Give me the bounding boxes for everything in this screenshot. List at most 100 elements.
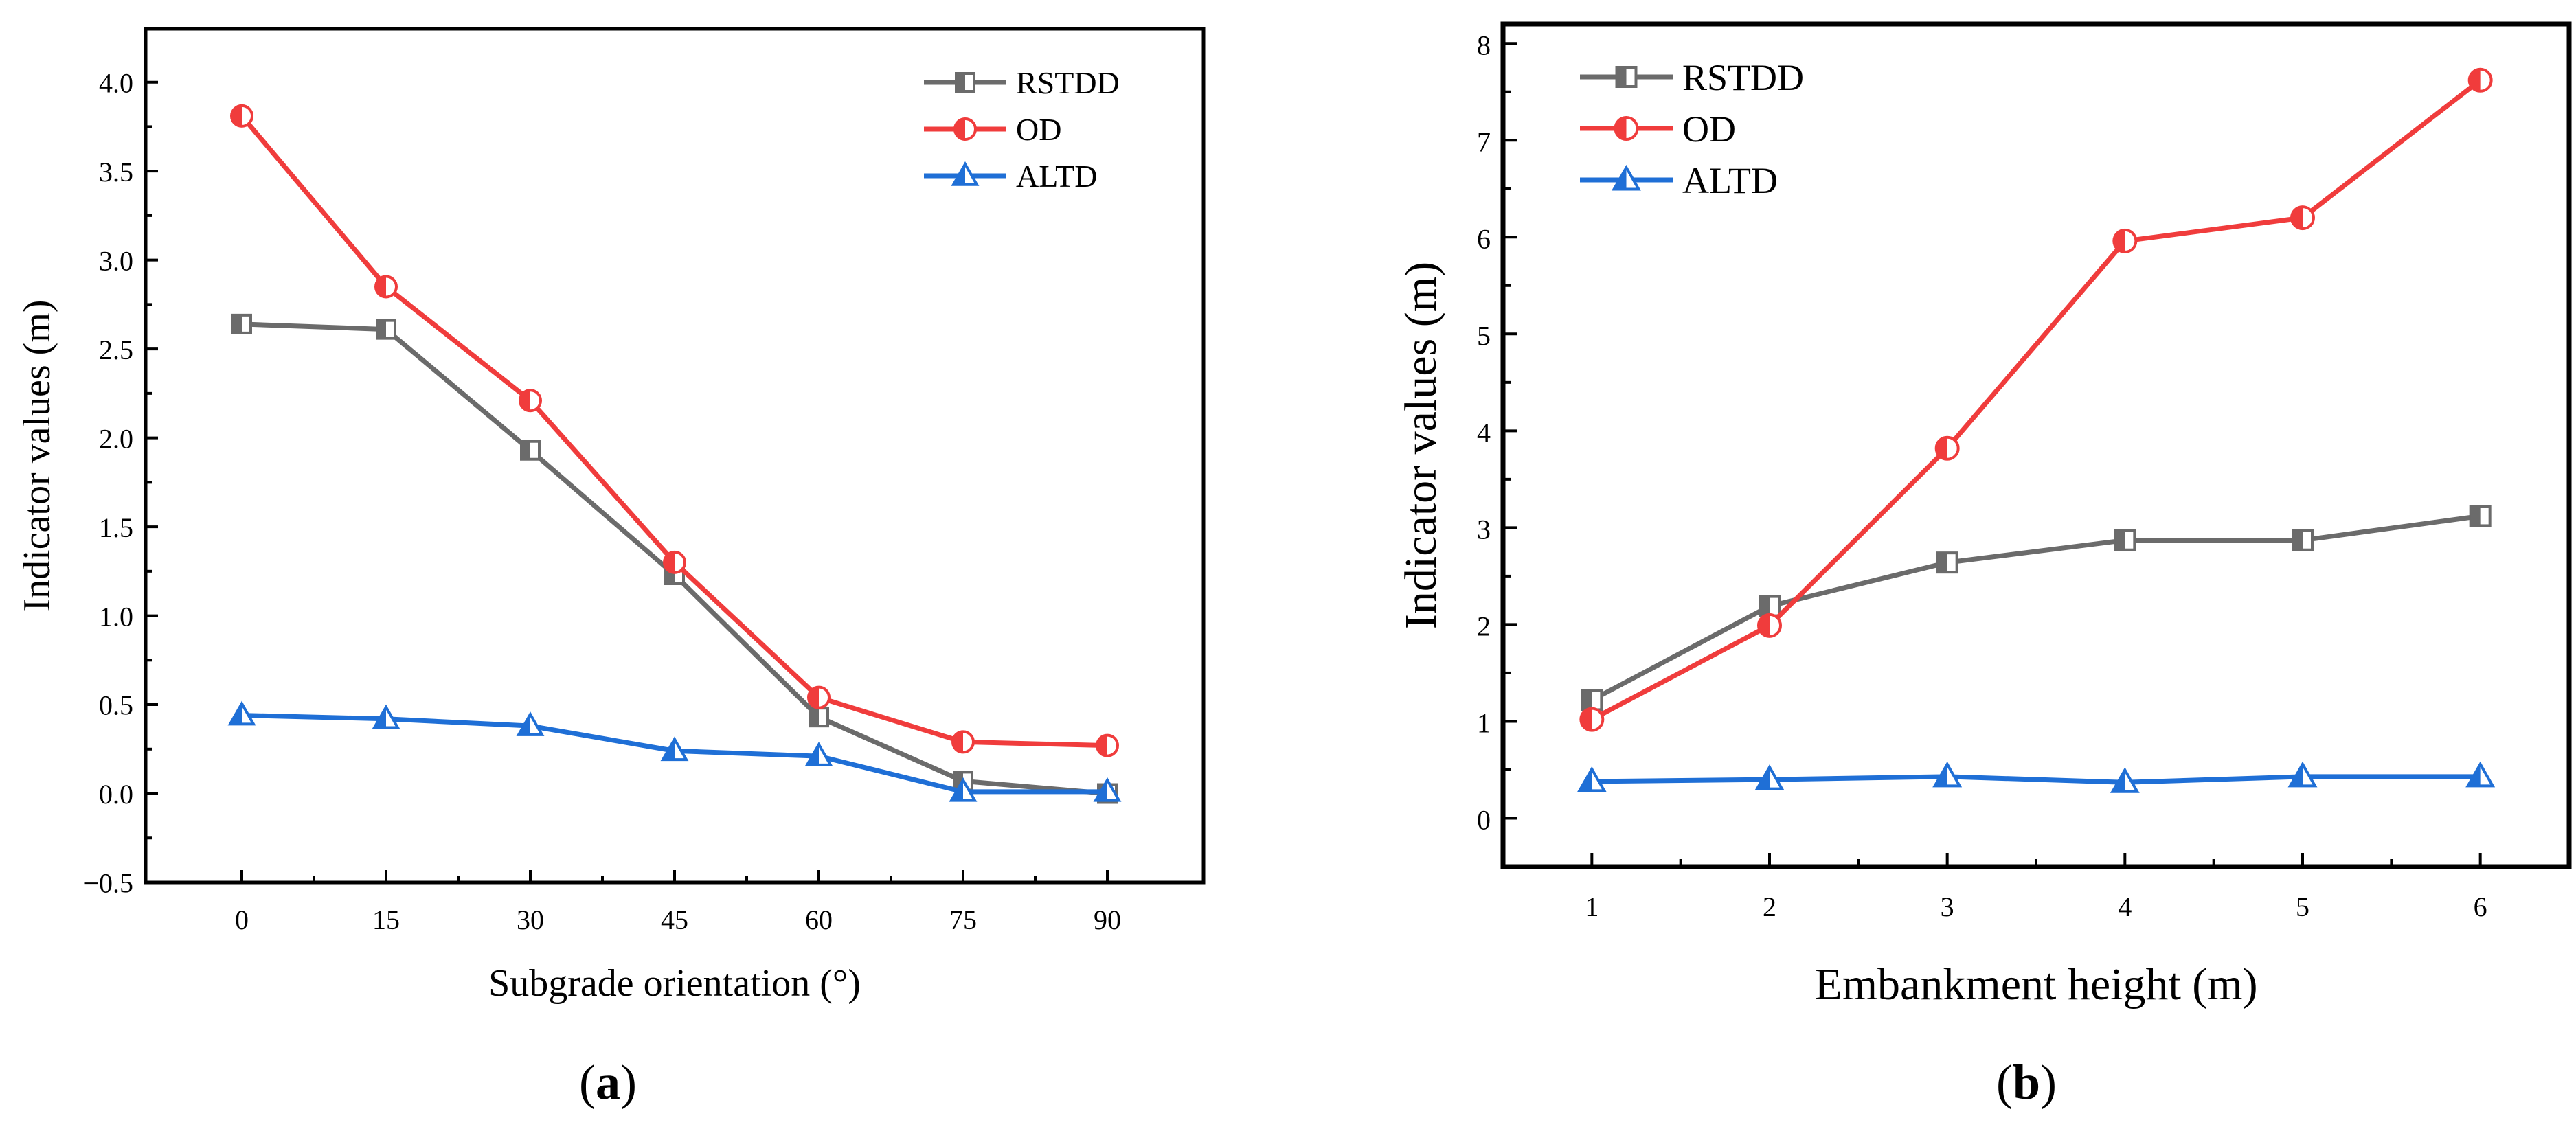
data-point-altd-fill [951, 779, 963, 801]
legend-marker-rstdd [1615, 66, 1638, 88]
data-point-altd [1093, 777, 1122, 802]
legend-label-od: OD [1016, 112, 1061, 147]
data-point-od-fill [953, 731, 963, 753]
legend-marker-altd-fill [1614, 168, 1627, 190]
data-point-od [2290, 205, 2315, 231]
x-tick-label: 6 [2474, 891, 2487, 922]
data-point-rstdd [376, 319, 396, 340]
y-tick-label: 7 [1477, 126, 1491, 157]
data-point-altd-fill [2467, 764, 2481, 786]
legend-label-altd: ALTD [1016, 159, 1097, 194]
x-tick-label: 3 [1941, 891, 1954, 922]
data-point-rstdd [1581, 689, 1603, 711]
data-point-od [1757, 613, 1782, 638]
data-point-od-fill [2469, 69, 2481, 91]
data-point-rstdd-fill [1760, 596, 1770, 616]
series-line-rstdd [1590, 513, 2481, 703]
legend-label-rstdd: RSTDD [1682, 57, 1804, 98]
data-point-altd [2465, 761, 2496, 788]
data-point-rstdd-fill [2470, 506, 2481, 526]
panel-label: (a) [579, 1055, 637, 1110]
legend-marker-rstdd-fill [1616, 67, 1627, 87]
y-tick-label: 8 [1477, 30, 1491, 60]
y-tick-label: 4.0 [99, 67, 133, 98]
data-point-rstdd-fill [1582, 690, 1592, 710]
legend-marker-altd [1612, 164, 1641, 191]
data-point-rstdd [1759, 595, 1781, 617]
data-point-od-fill [1581, 708, 1592, 731]
data-point-od-fill [1759, 614, 1770, 637]
data-point-od [807, 685, 831, 709]
data-point-od [230, 104, 253, 128]
data-point-rstdd-fill [810, 708, 819, 727]
data-point-altd [804, 742, 833, 766]
y-axis-title: Indicator values (m) [16, 299, 58, 611]
x-tick-label: 45 [661, 904, 688, 935]
legend-marker-od-fill [955, 119, 965, 139]
series-line-od [1590, 78, 2482, 722]
y-tick-label: 2 [1477, 611, 1491, 642]
data-point-od-fill [2114, 229, 2125, 252]
data-point-od [519, 389, 542, 413]
y-tick-label: 1.0 [99, 601, 133, 632]
data-point-altd-fill [1579, 768, 1592, 791]
data-point-rstdd [2292, 529, 2314, 551]
data-point-od [374, 275, 398, 299]
x-tick-label: 75 [949, 904, 977, 935]
data-point-altd-fill [2112, 770, 2125, 792]
data-point-altd [516, 711, 545, 736]
data-point-rstdd-fill [377, 320, 386, 339]
data-point-rstdd-fill [1937, 553, 1947, 573]
x-tick-label: 15 [372, 904, 400, 935]
data-point-altd [2287, 761, 2318, 788]
series-line-od [240, 114, 1108, 749]
legend-label-od: OD [1682, 109, 1736, 150]
x-axis-title: Embankment height (m) [1814, 959, 2257, 1010]
y-tick-label: 5 [1477, 320, 1491, 351]
data-point-rstdd [1936, 551, 1958, 574]
data-point-od [1934, 435, 1960, 461]
y-tick-label: 6 [1477, 223, 1491, 254]
panel-label: (b) [1996, 1055, 2057, 1110]
data-point-od-fill [2292, 207, 2303, 229]
data-point-altd [372, 704, 400, 729]
data-point-rstdd [231, 313, 252, 334]
data-point-altd-fill [519, 714, 530, 735]
legend-marker-altd-fill [953, 164, 965, 185]
data-point-od-fill [231, 105, 242, 126]
y-tick-label: 0.0 [99, 779, 133, 810]
data-point-rstdd-fill [233, 315, 242, 333]
x-tick-label: 0 [235, 904, 249, 935]
x-tick-label: 60 [805, 904, 833, 935]
data-point-altd [2110, 767, 2140, 793]
data-point-altd-fill [2290, 764, 2303, 786]
data-point-altd [1577, 766, 1607, 792]
y-tick-label: −0.5 [83, 868, 133, 899]
data-point-altd-fill [1757, 767, 1770, 789]
data-point-altd [949, 777, 978, 802]
legend-marker-od [953, 117, 977, 141]
data-point-altd-fill [374, 707, 386, 728]
data-point-altd-fill [663, 739, 675, 760]
x-tick-label: 5 [2296, 891, 2309, 922]
chart-panel-a: −0.5 0.0 0.5 1.0 1.5 2.0 2.5 3.0 3.5 4.0 0 15 30 45 60… [16, 27, 1206, 1110]
data-point-altd [1754, 764, 1785, 790]
y-axis-title: Indicator values (m) [1396, 262, 1446, 629]
legend-marker-od [1614, 116, 1639, 141]
x-tick-label: 2 [1763, 891, 1776, 922]
legend-label-rstdd: RSTDD [1016, 65, 1120, 100]
chart-panel-b: 0 1 2 3 4 5 6 7 8 1 2 3 4 5 6 Embankment height (m) Indi… [1396, 21, 2572, 1110]
x-tick-label: 30 [517, 904, 544, 935]
data-point-od-fill [1936, 437, 1947, 459]
x-tick-label: 1 [1585, 891, 1598, 922]
data-point-altd-fill [1096, 779, 1107, 801]
data-point-od [1579, 707, 1605, 732]
x-tick-label: 90 [1094, 904, 1121, 935]
data-point-od [663, 550, 686, 574]
legend-marker-od-fill [1615, 117, 1627, 139]
y-tick-label: 3 [1477, 514, 1491, 545]
y-tick-label: 1.5 [99, 512, 133, 543]
legend-marker-altd [951, 161, 980, 186]
data-point-rstdd-fill [2115, 530, 2125, 550]
